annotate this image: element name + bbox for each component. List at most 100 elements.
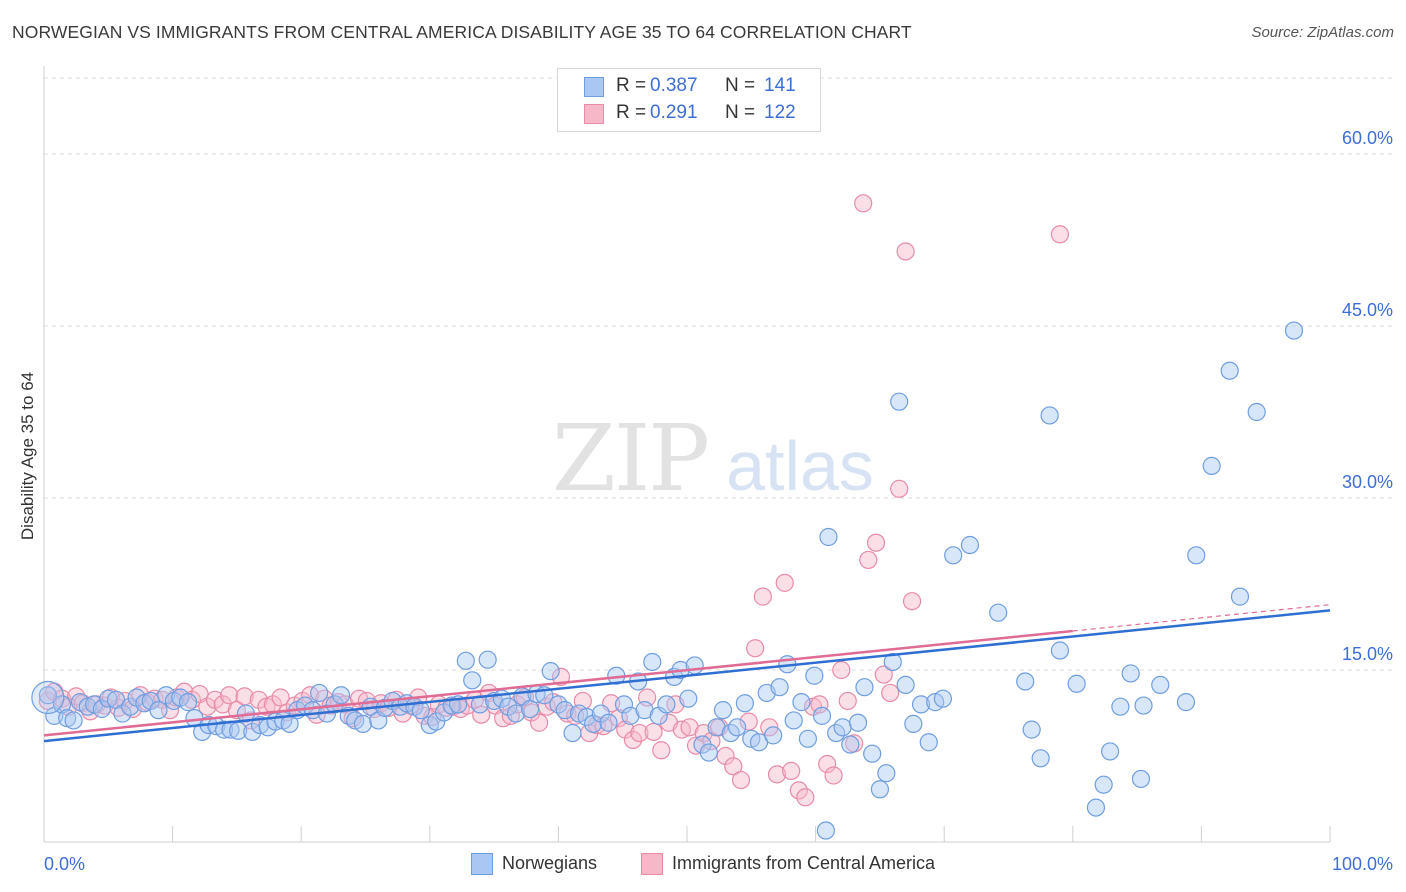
data-point-norwegians	[1131, 769, 1151, 789]
data-point-norwegians	[713, 701, 733, 720]
data-point-norwegians	[944, 546, 963, 565]
data-point-immigrants	[249, 690, 268, 709]
data-point-immigrants	[782, 761, 801, 781]
axis-layer: 15.0% 30.0% 45.0% 60.0% 0.0% 100.0%	[43, 66, 1393, 874]
data-point-norwegians	[919, 733, 938, 752]
data-point-norwegians	[855, 678, 874, 697]
data-point-immigrants	[198, 697, 217, 716]
data-point-immigrants	[796, 788, 815, 807]
legend-n-label: N =	[725, 102, 756, 123]
watermark: ZIP atlas	[552, 405, 874, 512]
trend-layer	[43, 604, 1331, 743]
data-point-norwegians	[456, 651, 475, 670]
data-point-norwegians	[427, 712, 446, 731]
data-point-norwegians	[728, 718, 747, 737]
data-point-immigrants	[832, 660, 851, 680]
data-point-norwegians	[1202, 456, 1221, 475]
source-label: Source: ZipAtlas.com	[1251, 24, 1394, 41]
data-point-norwegians	[833, 718, 852, 737]
trendline-immigrants-extension	[1072, 604, 1331, 632]
data-point-norwegians	[904, 714, 923, 733]
data-point-immigrants	[902, 592, 922, 611]
legend-n-value: 122	[764, 102, 796, 123]
data-point-immigrants	[746, 639, 765, 658]
data-point-immigrants	[220, 686, 239, 705]
y-tick-label: 45.0%	[1342, 300, 1393, 320]
data-point-norwegians	[989, 603, 1008, 622]
data-point-norwegians	[792, 693, 811, 712]
data-point-norwegians	[99, 689, 118, 708]
data-point-norwegians	[1040, 406, 1059, 425]
data-point-immigrants	[866, 533, 886, 552]
y-axis-title-layer: Disability Age 35 to 64	[18, 372, 37, 540]
data-point-norwegians	[1094, 775, 1113, 794]
chart-title: NORWEGIAN VS IMMIGRANTS FROM CENTRAL AME…	[12, 22, 912, 42]
data-point-norwegians	[1121, 664, 1140, 683]
data-point-norwegians	[816, 821, 835, 840]
legend-swatch-pink	[641, 853, 663, 875]
data-point-norwegians	[113, 704, 132, 723]
legend-label-immigrants: Immigrants from Central America	[672, 853, 936, 873]
trendline-norwegians	[43, 609, 1331, 743]
data-point-norwegians	[699, 743, 718, 762]
data-point-norwegians	[541, 662, 560, 681]
data-point-norwegians	[563, 723, 582, 743]
x-tick-label: 100.0%	[1332, 854, 1393, 874]
data-point-immigrants	[818, 754, 837, 774]
data-point-norwegians	[591, 704, 610, 723]
data-point-norwegians	[149, 701, 168, 720]
legend-r-label: R =	[616, 102, 647, 123]
data-point-norwegians	[890, 392, 909, 411]
data-point-immigrants	[609, 709, 628, 728]
data-point-norwegians	[434, 703, 454, 722]
data-point-norwegians-cluster	[31, 680, 65, 715]
legend-r-value: 0.387	[650, 75, 698, 96]
data-point-immigrants	[854, 194, 873, 213]
data-point-norwegians	[911, 695, 931, 714]
data-point-norwegians	[877, 764, 896, 783]
legend-label-norwegians: Norwegians	[502, 853, 598, 873]
data-point-norwegians	[64, 711, 83, 730]
data-point-norwegians	[1230, 587, 1250, 606]
data-point-norwegians	[657, 695, 676, 714]
trendline-immigrants	[43, 629, 1073, 737]
data-point-norwegians	[1151, 675, 1170, 695]
data-point-norwegians	[848, 713, 868, 732]
data-point-norwegians	[506, 704, 526, 723]
data-point-immigrants	[810, 695, 829, 714]
data-point-immigrants	[644, 722, 663, 742]
data-point-norwegians	[121, 697, 140, 716]
legend-r-value: 0.291	[650, 102, 698, 123]
data-point-norwegians	[1031, 749, 1050, 768]
data-point-norwegians	[577, 707, 596, 727]
data-point-immigrants	[623, 730, 643, 750]
series-norwegians-points	[31, 321, 1304, 840]
data-point-norwegians	[1022, 720, 1041, 739]
data-point-norwegians	[812, 706, 832, 725]
data-point-immigrants	[530, 713, 549, 732]
data-point-norwegians	[331, 686, 351, 705]
y-axis-title: Disability Age 35 to 64	[18, 372, 37, 540]
data-point-immigrants	[859, 550, 878, 570]
data-point-norwegians	[764, 726, 783, 745]
y-tick-label: 30.0%	[1342, 472, 1393, 492]
data-point-immigrants	[652, 741, 671, 760]
data-point-norwegians	[614, 695, 634, 714]
data-point-norwegians	[679, 689, 698, 708]
data-point-norwegians	[1187, 546, 1206, 565]
data-point-norwegians	[643, 652, 662, 672]
y-tick-label: 60.0%	[1342, 128, 1393, 148]
data-point-norwegians	[685, 656, 704, 675]
data-point-immigrants	[630, 723, 649, 743]
data-point-norwegians	[841, 735, 860, 754]
data-point-norwegians	[214, 720, 234, 739]
legend-swatch-blue	[584, 77, 604, 97]
legend-r-label: R =	[616, 75, 647, 96]
data-point-norwegians	[478, 650, 497, 669]
data-point-norwegians	[863, 744, 882, 763]
legend-n-label: N =	[725, 75, 756, 96]
data-point-immigrants	[789, 781, 808, 800]
x-tick-label: 0.0%	[44, 854, 85, 874]
data-point-norwegians	[178, 693, 198, 712]
